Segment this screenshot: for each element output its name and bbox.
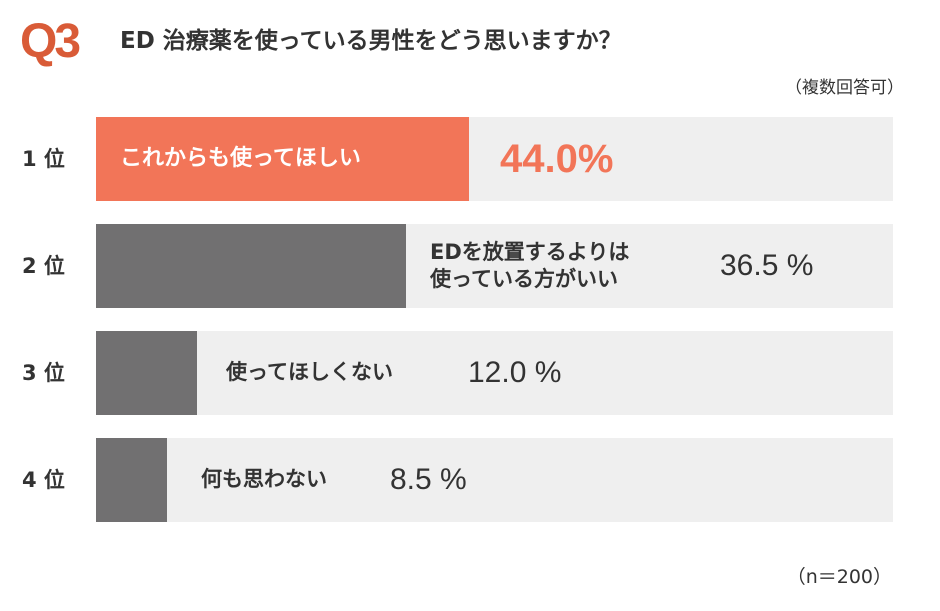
bar-label-line-1: EDを放置するよりは: [430, 239, 630, 264]
bar-row-1: 1 位 これからも使ってほしい 44.0%: [0, 117, 940, 201]
sample-size-note: （n＝200）: [786, 566, 892, 588]
bar-label-line-2: 使っている方がいい: [430, 267, 618, 291]
bar-label: 何も思わない: [201, 467, 327, 492]
bar-track: これからも使ってほしい 44.0%: [96, 117, 893, 201]
bar-row-3: 3 位 使ってほしくない 12.0 %: [0, 331, 940, 415]
bar-track: 何も思わない 8.5 %: [96, 438, 893, 522]
bar-fill: [96, 331, 197, 415]
bar-row-4: 4 位 何も思わない 8.5 %: [0, 438, 940, 522]
bar-label: 使ってほしくない: [226, 360, 393, 385]
bar-fill: [96, 438, 167, 522]
question-badge: Q3: [20, 15, 81, 68]
bar-fill-highlight: これからも使ってほしい: [96, 117, 469, 201]
chart-title: ED 治療薬を使っている男性をどう思いますか？: [120, 28, 622, 54]
bar-value: 36.5 %: [720, 249, 814, 282]
rank-label: 1 位: [22, 147, 65, 171]
rank-label: 2 位: [22, 254, 65, 278]
bar-value: 44.0%: [500, 137, 614, 181]
bar-track: 使ってほしくない 12.0 %: [96, 331, 893, 415]
bar-track: EDを放置するよりは 使っている方がいい 36.5 %: [96, 224, 893, 308]
bar-row-2: 2 位 EDを放置するよりは 使っている方がいい 36.5 %: [0, 224, 940, 308]
bar-fill: [96, 224, 406, 308]
bar-value: 12.0 %: [468, 356, 562, 389]
rank-label: 3 位: [22, 361, 65, 385]
bar-value: 8.5 %: [390, 463, 467, 496]
multiple-answer-note: （複数回答可）: [785, 78, 904, 98]
rank-label: 4 位: [22, 468, 65, 492]
bar-label: これからも使ってほしい: [120, 146, 361, 171]
bar-label: EDを放置するよりは 使っている方がいい: [430, 224, 629, 308]
